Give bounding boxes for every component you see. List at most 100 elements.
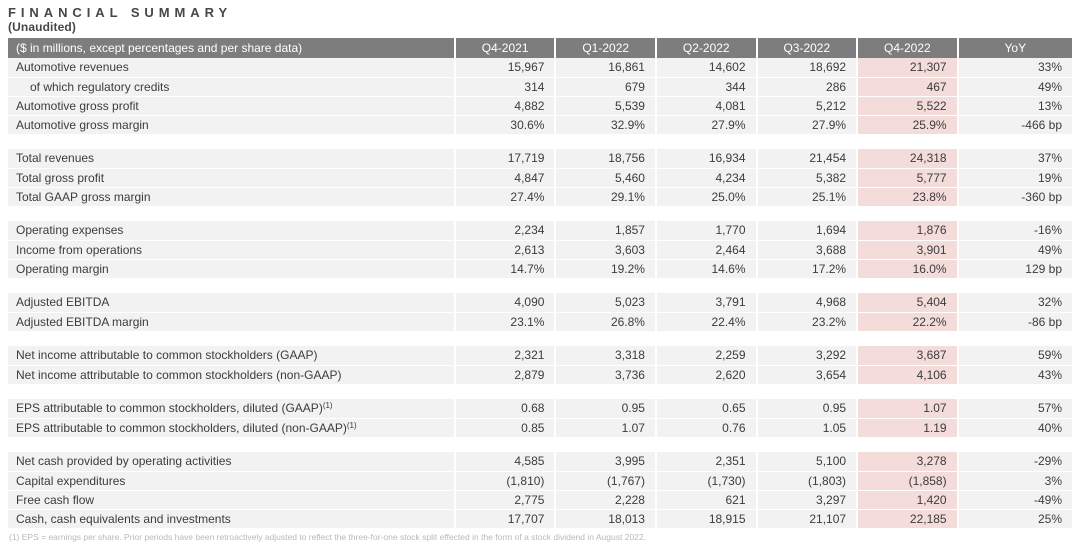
value-cell: 0.95 (554, 399, 656, 419)
value-cell: 5,522 (856, 96, 958, 116)
header-label-cell: ($ in millions, except percentages and p… (8, 38, 455, 58)
value-cell: 2,620 (654, 365, 757, 385)
value-cell: 25% (956, 509, 1072, 529)
value-cell: 5,212 (755, 96, 858, 116)
value-cell: 314 (453, 77, 556, 97)
row-label: Automotive gross profit (8, 96, 455, 116)
value-cell: 3% (956, 471, 1072, 491)
value-cell: 23.8% (856, 187, 958, 207)
header-col-yoy: YoY (956, 38, 1072, 58)
value-cell: 22.2% (856, 312, 958, 332)
value-cell: (1,730) (654, 471, 757, 491)
spacer-cell (8, 278, 1072, 293)
value-cell: 1.07 (554, 418, 656, 438)
value-cell: 4,234 (654, 168, 757, 188)
value-cell: 32% (956, 293, 1072, 313)
value-cell: -360 bp (956, 187, 1072, 207)
value-cell: 1.19 (856, 418, 958, 438)
spacer-cell (8, 331, 1072, 346)
value-cell: -29% (956, 452, 1072, 472)
table-row: Total gross profit 4,847 5,460 4,234 5,382 5,… (8, 168, 1072, 188)
value-cell: (1,858) (856, 471, 958, 491)
table-row: Adjusted EBITDA margin 23.1% 26.8% 22.4% 23.… (8, 312, 1072, 332)
value-cell: 22,185 (856, 509, 958, 529)
spacer-cell (8, 384, 1072, 399)
spacer-cell (8, 437, 1072, 452)
value-cell: 23.2% (755, 312, 858, 332)
spacer-row (8, 278, 1072, 293)
value-cell: 2,228 (554, 490, 656, 510)
value-cell: 3,687 (856, 346, 958, 366)
table-row: Adjusted EBITDA 4,090 5,023 3,791 4,968 5,404… (8, 293, 1072, 313)
value-cell: 5,382 (755, 168, 858, 188)
value-cell: 344 (654, 77, 757, 97)
value-cell: 24,318 (856, 149, 958, 169)
value-cell: 18,013 (554, 509, 656, 529)
value-cell: 286 (755, 77, 858, 97)
footnote-marker: (1) (346, 420, 357, 430)
value-cell: 3,791 (654, 293, 757, 313)
value-cell: 4,106 (856, 365, 958, 385)
header-col-q3-2022: Q3-2022 (755, 38, 858, 58)
row-label: Free cash flow (8, 490, 455, 510)
value-cell: 16,934 (654, 149, 757, 169)
value-cell: 4,968 (755, 293, 858, 313)
value-cell: 5,539 (554, 96, 656, 116)
value-cell: 0.68 (453, 399, 556, 419)
value-cell: 0.76 (654, 418, 757, 438)
row-label: Adjusted EBITDA margin (8, 312, 455, 332)
table-row: Cash, cash equivalents and investments 17… (8, 509, 1072, 529)
value-cell: 14.7% (453, 259, 556, 279)
value-cell: 0.85 (453, 418, 556, 438)
table-row: Net income attributable to common stockh… (8, 365, 1072, 385)
value-cell: (1,810) (453, 471, 556, 491)
value-cell: 29.1% (554, 187, 656, 207)
value-cell: 25.0% (654, 187, 757, 207)
spacer-row (8, 437, 1072, 452)
table-row: Operating margin 14.7% 19.2% 14.6% 17.2% 16.0… (8, 259, 1072, 279)
value-cell: 18,915 (654, 509, 757, 529)
value-cell: 621 (654, 490, 757, 510)
value-cell: 1,876 (856, 221, 958, 241)
value-cell: 21,307 (856, 58, 958, 78)
row-label: Total gross profit (8, 168, 455, 188)
value-cell: 3,297 (755, 490, 858, 510)
value-cell: 25.1% (755, 187, 858, 207)
value-cell: -86 bp (956, 312, 1072, 332)
value-cell: (1,803) (755, 471, 858, 491)
value-cell: 2,775 (453, 490, 556, 510)
value-cell: 3,901 (856, 240, 958, 260)
row-label: Automotive revenues (8, 58, 455, 78)
value-cell: 1,694 (755, 221, 858, 241)
row-label: Net income attributable to common stockh… (8, 365, 455, 385)
table-row: Total GAAP gross margin 27.4% 29.1% 25.0% 25… (8, 187, 1072, 207)
value-cell: 15,967 (453, 58, 556, 78)
value-cell: 4,585 (453, 452, 556, 472)
footnote: (1) EPS = earnings per share. Prior peri… (9, 531, 646, 542)
value-cell: 1,420 (856, 490, 958, 510)
value-cell: 16.0% (856, 259, 958, 279)
value-cell: 43% (956, 365, 1072, 385)
value-cell: 17.2% (755, 259, 858, 279)
value-cell: 4,847 (453, 168, 556, 188)
value-cell: 3,736 (554, 365, 656, 385)
table-row: Automotive gross profit 4,882 5,539 4,081 5,… (8, 96, 1072, 116)
value-cell: 40% (956, 418, 1072, 438)
value-cell: 129 bp (956, 259, 1072, 279)
value-cell: 22.4% (654, 312, 757, 332)
value-cell: 5,404 (856, 293, 958, 313)
value-cell: 1.07 (856, 399, 958, 419)
table-row: Income from operations 2,613 3,603 2,464 3,6… (8, 240, 1072, 260)
value-cell: 21,107 (755, 509, 858, 529)
value-cell: 33% (956, 58, 1072, 78)
value-cell: 2,351 (654, 452, 757, 472)
table-header-row: ($ in millions, except percentages and p… (8, 38, 1072, 58)
value-cell: 2,464 (654, 240, 757, 260)
value-cell: 27.9% (755, 115, 858, 135)
value-cell: 14.6% (654, 259, 757, 279)
value-cell: 2,321 (453, 346, 556, 366)
page-subtitle: (Unaudited) (8, 20, 76, 34)
table-row: EPS attributable to common stockholders,… (8, 399, 1072, 419)
value-cell: 37% (956, 149, 1072, 169)
footnote-marker: (1) (322, 401, 333, 411)
